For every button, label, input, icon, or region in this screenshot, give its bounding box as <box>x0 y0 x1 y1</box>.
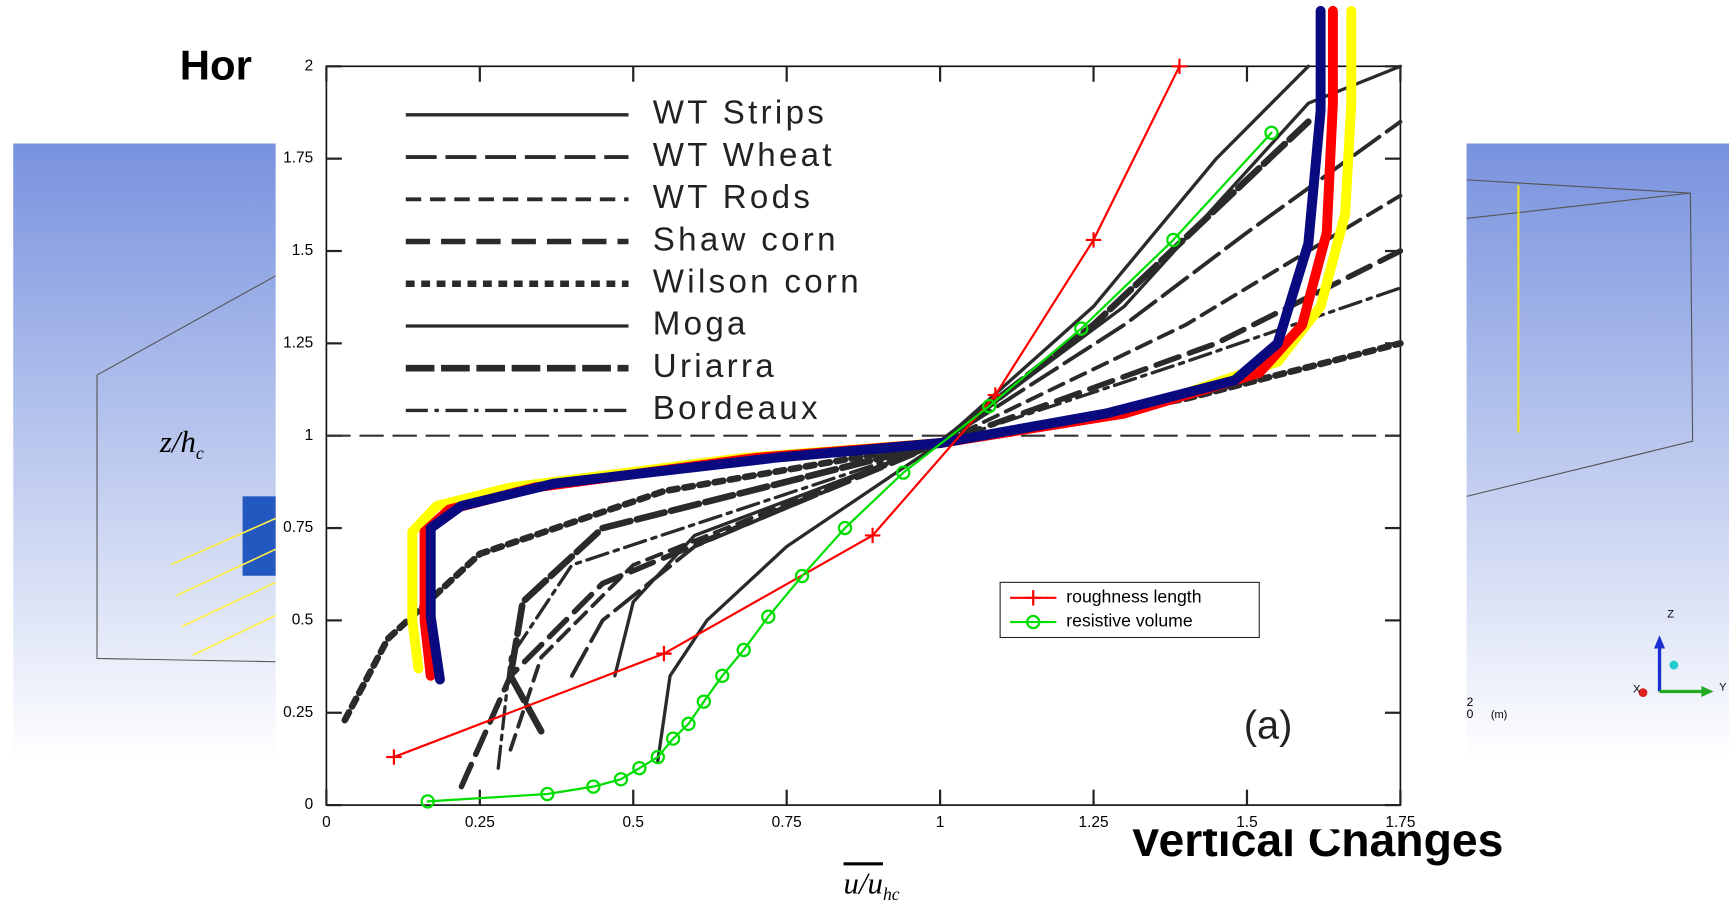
y-tick-label: 1.75 <box>283 150 313 167</box>
left-streamlines <box>170 517 277 656</box>
left-panel <box>13 143 278 761</box>
reference-legend-label: Wilson corn <box>653 263 862 300</box>
marker <box>1074 321 1089 336</box>
axis-z-label: Z <box>1667 609 1674 621</box>
reference-curve <box>496 286 1403 770</box>
reference-curve <box>458 248 1404 790</box>
reference-legend-label: WT Wheat <box>653 137 835 174</box>
panel-annotation: (a) <box>1244 703 1293 747</box>
y-tick-label: 1.5 <box>292 242 313 259</box>
axis-y-label: Y <box>1719 681 1727 693</box>
marker <box>837 520 853 536</box>
series-line <box>392 65 1181 759</box>
reference-curve <box>507 118 1312 735</box>
marker <box>761 609 776 624</box>
x-tick-label: 0.75 <box>772 814 802 831</box>
marker <box>386 749 402 765</box>
y-tick-label: 0.75 <box>283 519 313 536</box>
marker <box>420 794 435 809</box>
x-tick-label: 1.75 <box>1385 814 1415 831</box>
x-tick-label: 1 <box>936 814 945 831</box>
x-axis-label-sub: hc <box>883 884 900 904</box>
marker <box>681 716 696 732</box>
marker <box>715 668 730 683</box>
y-axis-label-sub: c <box>196 443 204 463</box>
marker <box>864 527 881 544</box>
x-tick-label: 1.25 <box>1079 814 1109 831</box>
scale-unit: (m) <box>1491 709 1508 721</box>
marker <box>982 398 997 414</box>
legend-marker <box>1026 614 1041 630</box>
marker <box>632 760 647 776</box>
right-wireframe <box>1466 179 1694 497</box>
marker <box>696 694 711 709</box>
y-tick-label: 0.5 <box>292 611 313 628</box>
reference-legend-label: Shaw corn <box>653 221 839 258</box>
y-tick-label: 1.25 <box>283 334 313 351</box>
marker <box>1264 125 1279 140</box>
reference-legend-label: WT Strips <box>653 95 827 132</box>
x-axis-label: u/uhc <box>844 865 900 904</box>
marker <box>1166 232 1181 248</box>
marker <box>656 645 672 662</box>
axis-x-label: X <box>1633 684 1641 696</box>
y-tick-label: 0 <box>305 796 314 813</box>
legend-box <box>999 581 1260 639</box>
y-axis-label-main: z/h <box>159 424 196 459</box>
marker <box>665 731 681 746</box>
marker <box>650 749 665 765</box>
reference-curve <box>656 64 1310 763</box>
x-axis-label-main: u/u <box>844 865 883 900</box>
marker <box>1171 58 1188 75</box>
marker <box>736 642 751 658</box>
scale-top: 2 <box>1467 695 1474 709</box>
marker <box>540 786 555 802</box>
legend-marker <box>1025 590 1041 606</box>
scale-bottom: 0 <box>1467 707 1474 721</box>
reference-curve <box>508 193 1403 752</box>
plot-area: 0 0.25 0.5 0.75 1 1.25 1.5 1.75 0 0.25 0.5 0.75 1 1.2… <box>283 5 1415 831</box>
x-tick-label: 1.5 <box>1236 814 1257 831</box>
reference-legend-label: Uriarra <box>653 348 777 385</box>
x-tick-label: 0.5 <box>623 814 644 831</box>
marker <box>794 568 810 584</box>
marker <box>613 772 629 787</box>
y-tick-label: 1 <box>305 427 314 444</box>
canopy-block <box>242 496 278 576</box>
y-axis-label: z/hc <box>159 424 204 463</box>
x-tick-label: 0.25 <box>465 814 495 831</box>
x-tick-label: 0 <box>322 814 331 831</box>
series-line <box>426 131 1273 803</box>
slide-title-left: Hor <box>180 42 252 89</box>
right-panel <box>1464 143 1729 761</box>
reference-legend-label: Moga <box>653 306 749 343</box>
left-wireframe <box>96 275 276 663</box>
reference-legend-label: WT Rods <box>653 179 813 216</box>
reference-legend-label: Bordeaux <box>653 390 821 427</box>
marker <box>1085 232 1102 248</box>
y-tick-label: 2 <box>305 57 314 74</box>
axis-triad: Z X Y <box>1633 609 1727 698</box>
y-tick-label: 0.25 <box>283 704 313 721</box>
legend-label: resistive volume <box>1066 611 1193 631</box>
legend-label: roughness length <box>1066 586 1201 606</box>
marker <box>586 779 601 794</box>
marker <box>896 465 911 480</box>
